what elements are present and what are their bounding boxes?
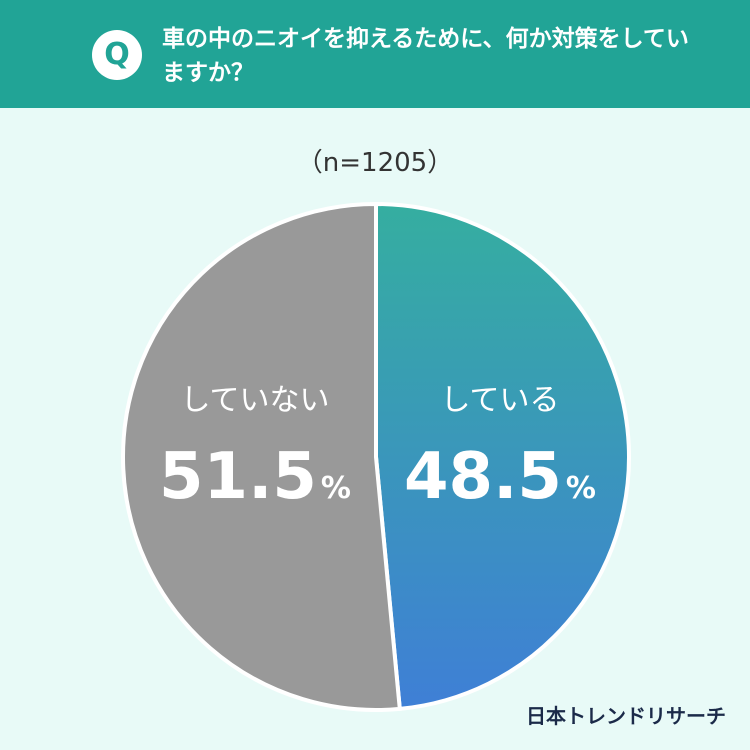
brand-logo-text: 日本トレンドリサーチ bbox=[526, 704, 726, 728]
sample-size-label: （n=1205） bbox=[296, 148, 454, 178]
pie-slice-0 bbox=[374, 201, 631, 712]
question-header: Q 車の中のニオイを抑えるために、何か対策をしていますか？ bbox=[0, 0, 750, 108]
q-badge: Q bbox=[92, 30, 142, 80]
question-text: 車の中のニオイを抑えるために、何か対策をしていますか？ bbox=[162, 26, 689, 86]
pie-slice-1 bbox=[121, 201, 402, 712]
slice-category-label: している bbox=[440, 383, 559, 418]
slice-value-label: 51.5% bbox=[159, 440, 351, 514]
slice-category-label: していない bbox=[180, 383, 329, 418]
slice-value-label: 48.5% bbox=[404, 440, 596, 514]
